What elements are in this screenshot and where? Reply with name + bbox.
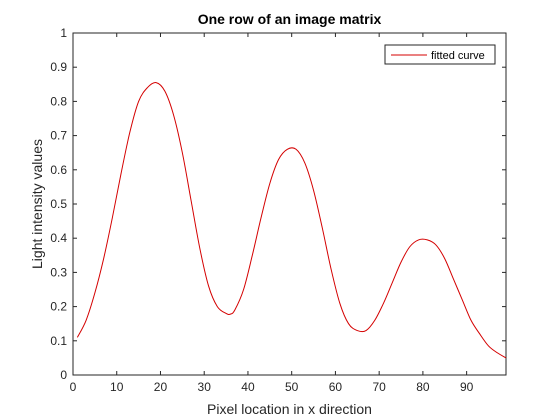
y-tick-label: 0.4 — [50, 231, 67, 245]
plot-area — [72, 32, 507, 376]
x-axis-label: Pixel location in x direction — [207, 401, 372, 417]
x-tick-label: 10 — [110, 380, 124, 394]
y-tick-label: 0.7 — [50, 129, 67, 143]
y-tick-label: 0.5 — [50, 197, 67, 211]
y-tick-label: 0.2 — [50, 300, 67, 314]
series-line-fitted-curve — [76, 82, 507, 359]
x-tick-label: 70 — [372, 380, 386, 394]
x-tick-label: 80 — [416, 380, 430, 394]
legend: fitted curve — [384, 44, 496, 65]
x-tick-label: 90 — [460, 380, 474, 394]
x-tick-label: 20 — [154, 380, 168, 394]
series-layer — [76, 82, 507, 359]
plot-frame — [72, 32, 507, 376]
y-tick-label: 0.8 — [50, 94, 67, 108]
chart-title: One row of an image matrix — [198, 11, 382, 27]
x-tick-label: 0 — [70, 380, 77, 394]
legend-entry-fitted-curve: fitted curve — [431, 50, 485, 62]
y-tick-label: 0.3 — [50, 265, 67, 279]
y-tick-label: 1 — [60, 26, 67, 40]
y-tick-label: 0.6 — [50, 163, 67, 177]
y-tick-label: 0.1 — [50, 334, 67, 348]
y-tick-label: 0 — [60, 368, 67, 382]
x-tick-label: 30 — [198, 380, 212, 394]
y-axis-ticks: 0 0.1 0.2 0.3 0.4 0.5 0.6 0.7 0.8 0.9 1 — [50, 26, 506, 382]
x-tick-label: 60 — [329, 380, 343, 394]
y-tick-label: 0.9 — [50, 60, 67, 74]
x-axis-ticks: 0 10 20 30 40 50 60 70 80 90 — [70, 33, 474, 394]
x-tick-label: 50 — [285, 380, 299, 394]
x-tick-label: 40 — [241, 380, 255, 394]
y-axis-label: Light intensity values — [29, 139, 45, 269]
legend-box — [384, 44, 496, 65]
